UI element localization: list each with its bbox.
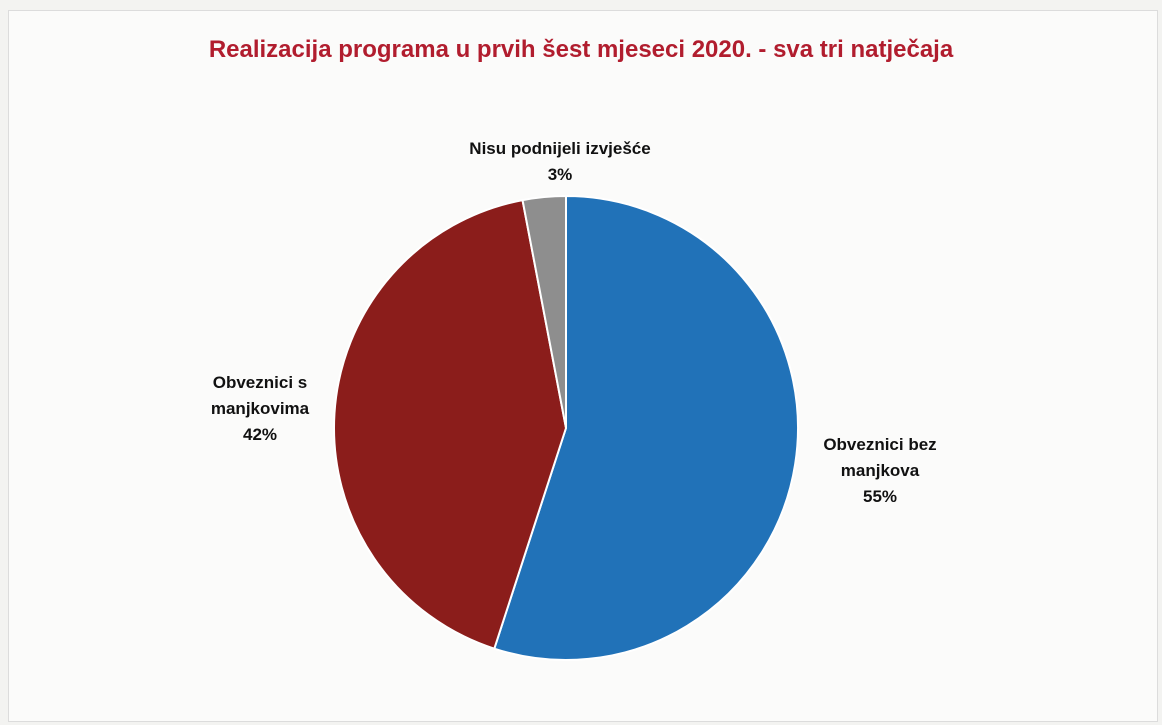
pie-slice-no-report xyxy=(521,194,567,429)
pie-slice-with-deficit xyxy=(333,198,568,650)
slice-label-no-report-line1: Nisu podnijeli izvješće xyxy=(469,139,651,158)
slice-label-no-deficit-line1: Obveznici bez xyxy=(823,435,937,454)
slice-label-with-deficit-line2: manjkovima xyxy=(210,399,310,418)
slice-label-with-deficit-line1: Obveznici s xyxy=(212,373,308,392)
slice-label-no-report: Nisu podnijeli izvješće 3% xyxy=(420,136,700,188)
pie-slice-no-deficit xyxy=(493,194,799,661)
chart-title: Realizacija programa u prvih šest mjesec… xyxy=(208,36,954,63)
slice-label-with-deficit: Obveznici s manjkovima 42% xyxy=(170,370,350,448)
slice-label-no-deficit-line2: manjkova xyxy=(840,461,920,480)
slice-value-no-deficit: 55% xyxy=(862,487,898,506)
slice-value-with-deficit: 42% xyxy=(242,425,278,444)
slice-label-no-deficit: Obveznici bez manjkova 55% xyxy=(790,432,970,510)
slice-value-no-report: 3% xyxy=(547,165,573,184)
